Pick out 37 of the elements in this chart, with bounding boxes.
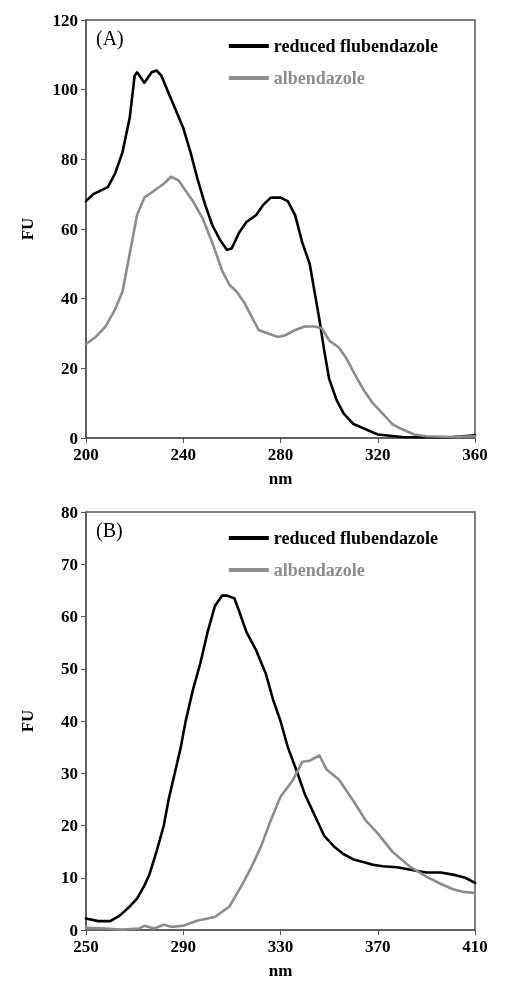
y-tick-label: 60 (61, 219, 78, 239)
y-tick-label: 50 (61, 659, 78, 679)
y-axis-title: FU (18, 217, 37, 241)
y-tick-label: 20 (61, 358, 78, 378)
y-axis-title: FU (18, 709, 37, 733)
y-tick-label: 30 (61, 763, 78, 783)
y-tick-label: 70 (61, 554, 78, 574)
x-axis-title: nm (268, 961, 293, 980)
annotation: (A) (96, 27, 124, 50)
y-tick-label: 80 (61, 502, 78, 522)
annotation: (B) (96, 519, 123, 542)
x-tick-label: 290 (170, 937, 196, 956)
x-tick-label: 330 (267, 937, 294, 956)
x-tick-label: 250 (73, 937, 99, 956)
legend-label: albendazole (273, 560, 365, 580)
x-axis-title: nm (268, 469, 293, 488)
y-tick-label: 80 (61, 149, 78, 169)
y-tick-label: 20 (61, 816, 78, 835)
x-tick-label: 320 (365, 445, 391, 464)
y-tick-label: 100 (52, 80, 78, 100)
legend-label: albendazole (273, 68, 365, 88)
y-tick-label: 0 (69, 428, 78, 448)
x-tick-label: 360 (462, 445, 488, 464)
x-tick-label: 240 (170, 445, 196, 464)
y-tick-label: 10 (61, 868, 78, 888)
x-tick-label: 370 (365, 937, 391, 956)
y-tick-label: 120 (52, 10, 78, 30)
legend-label: reduced flubendazole (273, 36, 439, 56)
x-tick-label: 280 (267, 445, 294, 464)
legend-label: reduced flubendazole (273, 528, 439, 548)
x-tick-label: 410 (462, 937, 488, 956)
y-tick-label: 0 (69, 920, 78, 940)
y-tick-label: 40 (61, 711, 78, 731)
line-series (84, 594, 477, 923)
x-tick-label: 200 (73, 445, 99, 464)
y-tick-label: 40 (61, 289, 78, 309)
y-tick-label: 60 (61, 607, 78, 626)
